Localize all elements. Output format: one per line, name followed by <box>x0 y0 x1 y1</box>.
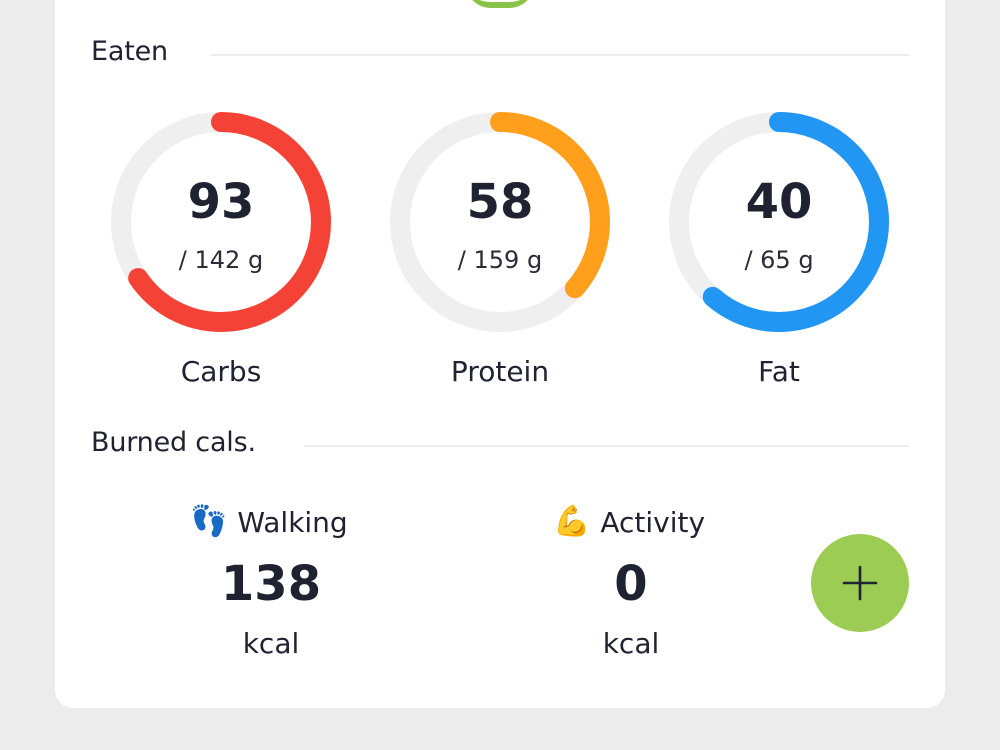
walking-kcal-value: 138 <box>220 556 322 612</box>
eaten-section-title: Eaten <box>91 36 168 67</box>
fat-target: / 65 g <box>744 246 814 274</box>
add-activity-button[interactable] <box>811 534 909 632</box>
walking-label: Walking <box>237 505 348 539</box>
protein-ring[interactable] <box>389 111 611 333</box>
activity-kcal-value: 0 <box>614 556 648 612</box>
burned-section-title: Burned cals. <box>91 427 256 458</box>
walking-header[interactable]: 👣 Walking <box>190 500 348 544</box>
carbs-ring[interactable] <box>110 111 332 333</box>
fat-ring-graphic <box>669 112 889 332</box>
flexed-biceps-icon: 💪 <box>553 504 591 539</box>
protein-label: Protein <box>450 355 550 388</box>
walking-kcal-unit: kcal <box>242 627 300 660</box>
protein-target: / 159 g <box>457 246 543 274</box>
carbs-label: Carbs <box>180 355 262 388</box>
carbs-target: / 142 g <box>178 246 264 274</box>
footprints-icon: 👣 <box>190 504 228 539</box>
carbs-value: 93 <box>187 174 255 230</box>
protein-ring-graphic <box>390 112 610 332</box>
activity-label: Activity <box>600 505 706 539</box>
protein-value: 58 <box>466 174 534 230</box>
plus-icon <box>842 565 878 601</box>
fat-ring[interactable] <box>668 111 890 333</box>
eaten-divider <box>211 54 909 56</box>
fat-value: 40 <box>745 174 813 230</box>
burned-divider <box>304 445 909 447</box>
carbs-ring-graphic <box>111 112 331 332</box>
activity-header[interactable]: 💪 Activity <box>553 500 705 544</box>
activity-kcal-unit: kcal <box>602 627 660 660</box>
fat-label: Fat <box>758 355 800 388</box>
calorie-ring-partial <box>465 0 535 8</box>
